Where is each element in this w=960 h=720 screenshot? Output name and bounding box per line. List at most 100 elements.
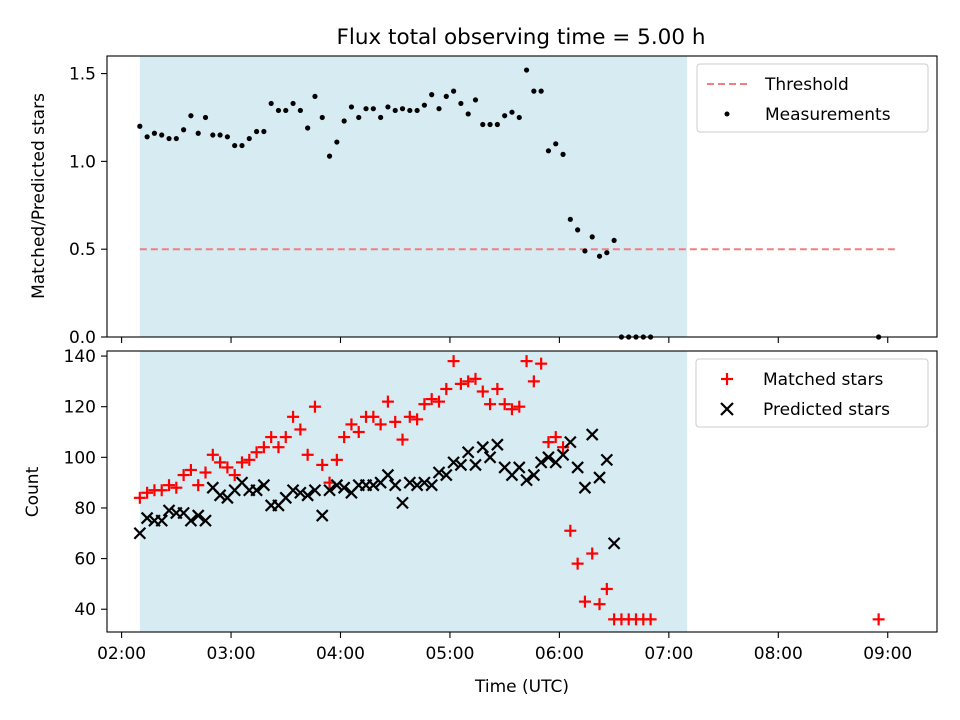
matched-point-s0-45	[462, 375, 475, 388]
measurement-point-s0-33	[378, 114, 384, 121]
matched-point-s0-62	[586, 547, 599, 560]
matched-point-s0-13	[228, 469, 241, 482]
measurement-point-s0-3	[159, 132, 165, 138]
matched-point-s0-71	[872, 613, 885, 626]
matched-point-s0-21	[287, 410, 300, 423]
measurement-point-s0-61	[582, 248, 588, 254]
count-legend: Matched stars Predicted stars	[695, 358, 929, 428]
measurement-point-s0-25	[319, 114, 325, 121]
ratio-axes-frame	[106, 55, 938, 338]
matched-point-s0-52	[513, 400, 526, 413]
matched-point-s0-27	[330, 453, 343, 466]
measurement-point-s0-54	[531, 88, 537, 94]
y-tick-label-0: 0.0	[69, 328, 96, 348]
predicted-point-s1-25	[315, 509, 329, 522]
measurement-point-s0-23	[305, 125, 311, 131]
matched-point-s0-28	[338, 431, 351, 444]
predicted-point-s1-62	[585, 428, 599, 441]
predicted-point-s1-63	[593, 471, 606, 484]
predicted-point-s1-28	[337, 481, 351, 494]
x-tick-label-2: 04:00	[316, 644, 365, 664]
matched-point-s0-7	[184, 463, 197, 476]
legend-measurements-label: Measurements	[765, 105, 891, 125]
y-tick-label-0: 40	[74, 600, 96, 620]
measurement-point-s0-48	[487, 121, 493, 128]
predicted-point-s1-42	[440, 468, 453, 482]
measurement-point-s0-50	[502, 113, 508, 119]
chart-title: Flux total observing time = 5.00 h	[337, 25, 706, 50]
matched-point-s0-50	[498, 398, 511, 411]
matched-point-s0-29	[345, 418, 358, 431]
measurement-point-s0-46	[472, 97, 479, 103]
predicted-point-s1-46	[469, 458, 482, 472]
measurement-point-s0-9	[202, 114, 209, 121]
matched-point-s0-42	[440, 382, 453, 395]
measurement-point-s0-11	[217, 132, 223, 138]
matched-point-s0-30	[352, 426, 365, 439]
measurement-point-s0-13	[232, 142, 238, 149]
measurement-point-s0-22	[297, 107, 303, 114]
predicted-point-s1-1	[140, 511, 154, 525]
matched-point-s0-15	[243, 453, 256, 466]
ratio-y-ticks: 0.0 0.5 1.0 1.5	[69, 65, 107, 348]
matched-point-s0-54	[527, 375, 540, 388]
x-tick-label-1: 03:00	[207, 644, 256, 664]
measurement-point-s0-6	[181, 127, 187, 133]
shaded-observing-window	[139, 56, 688, 337]
shaded-observing-window	[139, 351, 688, 632]
predicted-point-s1-39	[418, 476, 431, 489]
predicted-point-s1-0	[133, 526, 147, 540]
matched-point-s0-23	[301, 448, 314, 461]
predicted-point-s1-56	[542, 451, 555, 464]
matched-point-s0-12	[221, 461, 234, 474]
matched-point-s0-8	[192, 479, 205, 492]
measurement-point-s0-5	[173, 135, 179, 142]
predicted-point-s1-4	[162, 504, 176, 517]
measurement-point-s0-2	[151, 130, 158, 136]
ratio-legend: Threshold Measurements	[696, 63, 929, 133]
count-legend-frame	[695, 358, 929, 428]
x-axis-label: Time (UTC)	[474, 677, 569, 697]
predicted-point-s1-38	[410, 478, 424, 492]
measurement-point-s0-55	[538, 88, 544, 94]
predicted-point-s1-54	[527, 468, 541, 482]
x-tick-label-4: 06:00	[535, 644, 584, 664]
matched-point-s0-35	[389, 415, 402, 428]
matched-point-s0-3	[155, 484, 168, 497]
matched-point-s0-39	[418, 398, 431, 411]
matched-point-s0-46	[469, 372, 482, 385]
measurement-point-s0-34	[385, 104, 391, 110]
legend-predicted-label: Predicted stars	[763, 400, 890, 420]
measurement-point-s0-58	[560, 151, 566, 157]
measurement-point-s0-4	[166, 135, 172, 142]
measurement-point-s0-57	[553, 141, 559, 147]
measurement-point-s0-35	[392, 107, 398, 114]
predicted-point-s1-35	[388, 478, 402, 492]
measurement-point-s0-65	[611, 237, 617, 244]
matched-point-s0-14	[235, 456, 248, 469]
measurement-point-s0-63	[596, 253, 603, 259]
measurement-point-s0-47	[480, 121, 486, 128]
ratio-x-ticks	[121, 337, 889, 343]
y-tick-label-3: 1.5	[69, 65, 96, 85]
matched-point-s0-36	[396, 433, 409, 446]
matched-point-s0-33	[374, 418, 387, 431]
y-tick-label-1: 0.5	[69, 240, 96, 260]
predicted-point-s1-49	[491, 438, 504, 451]
measurement-point-s0-49	[494, 121, 500, 128]
measurement-point-s0-41	[436, 106, 442, 112]
matched-point-s0-43	[447, 355, 460, 368]
measurement-point-s0-59	[567, 216, 573, 222]
measurement-point-s0-43	[450, 88, 457, 94]
legend-matched-label: Matched stars	[763, 370, 883, 390]
measurement-point-s0-27	[334, 139, 340, 145]
predicted-point-s1-58	[556, 448, 570, 462]
measurement-point-s0-20	[283, 107, 289, 114]
matched-point-s0-18	[265, 431, 278, 444]
measurement-point-s0-38	[414, 107, 420, 114]
matched-point-s0-9	[199, 466, 212, 479]
y-tick-label-2: 1.0	[69, 152, 96, 172]
legend-matched-swatch	[721, 373, 733, 385]
measurement-point-s0-16	[253, 128, 260, 135]
measurement-point-s0-51	[509, 109, 515, 115]
